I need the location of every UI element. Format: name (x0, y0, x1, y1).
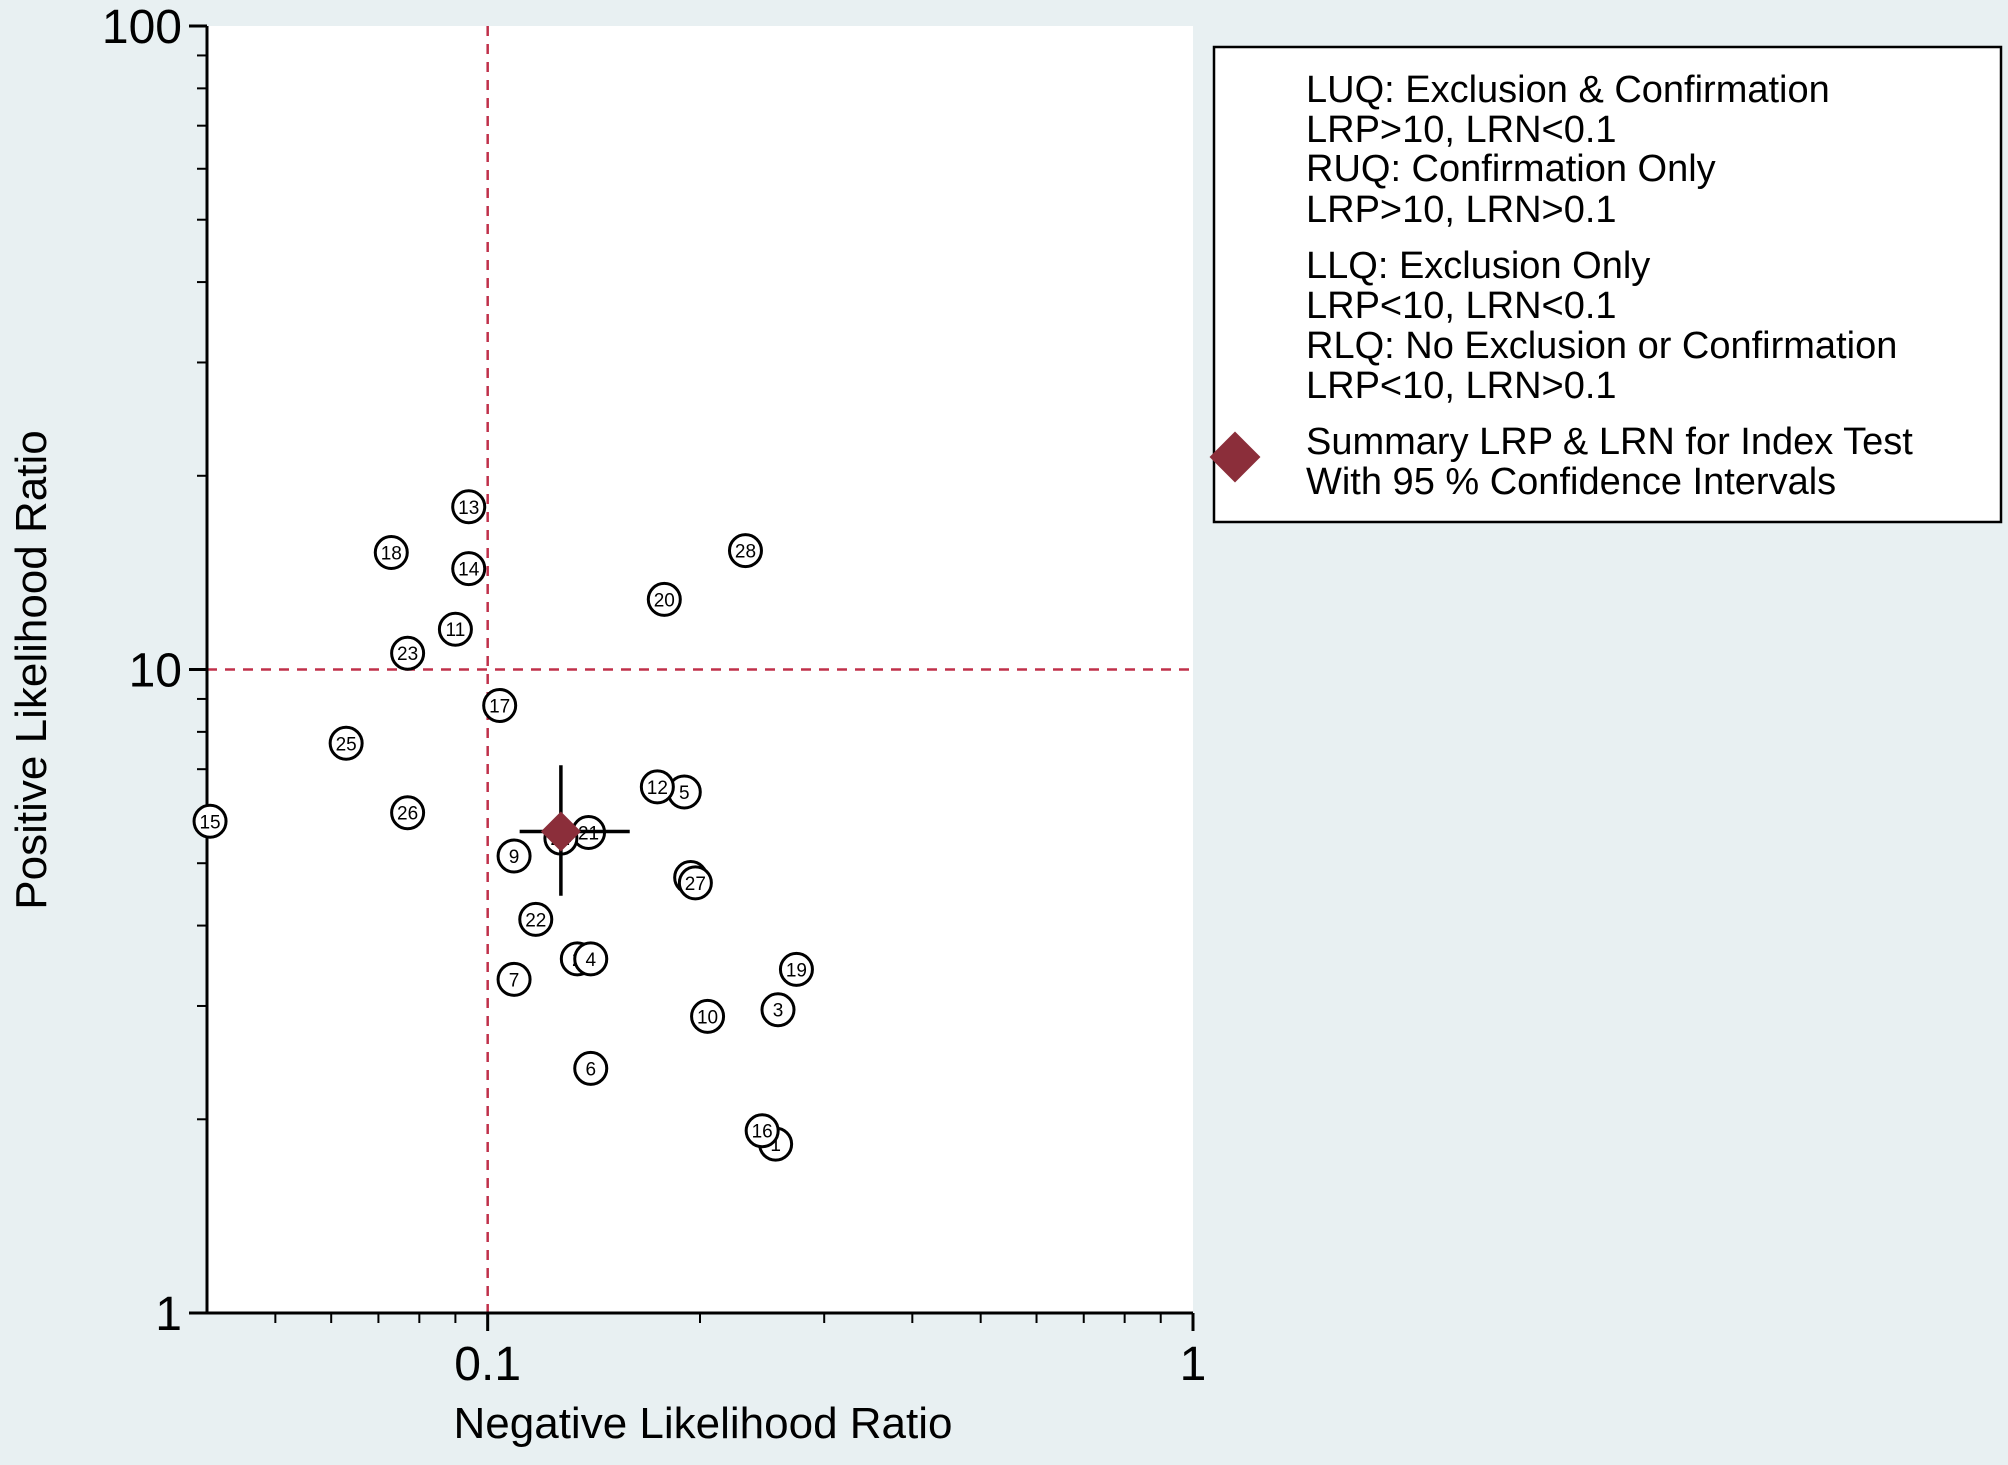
study-point-marker (760, 992, 796, 1028)
study-point: 7 (496, 961, 532, 997)
study-point: 6 (573, 1050, 609, 1086)
study-point-marker (778, 951, 814, 987)
study-point-marker (192, 803, 228, 839)
legend-summary-line: With 95 % Confidence Intervals (1306, 461, 1836, 503)
study-point-label: 16 (752, 1122, 773, 1143)
study-point: 10 (690, 998, 726, 1034)
study-point-marker (573, 941, 609, 977)
study-point-label: 7 (509, 970, 520, 991)
study-point-label: 19 (786, 960, 807, 981)
study-point-label: 9 (509, 847, 520, 868)
study-point-label: 20 (654, 590, 675, 611)
study-point-label: 10 (697, 1007, 718, 1028)
study-point-label: 3 (773, 1001, 784, 1022)
y-tick-label: 100 (102, 1, 182, 54)
study-point: 27 (677, 865, 713, 901)
y-axis-title: Positive Likelihood Ratio (7, 430, 56, 909)
study-point-label: 25 (336, 734, 357, 755)
study-point-marker (727, 533, 763, 569)
study-point-label: 27 (685, 874, 706, 895)
study-point-marker (496, 961, 532, 997)
study-point: 22 (518, 901, 554, 937)
study-point-marker (744, 1113, 780, 1149)
study-point: 4 (573, 941, 609, 977)
legend-line: RUQ: Confirmation Only (1306, 148, 1716, 190)
study-point-marker (496, 838, 532, 874)
study-point-marker (677, 865, 713, 901)
legend-line: LRP<10, LRN>0.1 (1306, 365, 1617, 407)
x-axis-title: Negative Likelihood Ratio (454, 1399, 953, 1448)
study-point-label: 21 (578, 824, 599, 845)
study-point: 3 (760, 992, 796, 1028)
study-point-label: 22 (525, 910, 546, 931)
legend-line: LRP>10, LRN>0.1 (1306, 189, 1617, 231)
study-point-marker (482, 688, 518, 724)
legend-summary-line: Summary LRP & LRN for Index Test (1306, 421, 1913, 463)
study-point-marker (328, 725, 364, 761)
legend-line: LRP>10, LRN<0.1 (1306, 109, 1617, 151)
study-point-label: 28 (735, 542, 756, 563)
study-point: 25 (328, 725, 364, 761)
legend-box (1212, 45, 2003, 524)
study-point-label: 6 (585, 1059, 596, 1080)
study-point-marker (390, 795, 426, 831)
legend: LUQ: Exclusion & Confirmation LRP>10, LR… (1209, 45, 2003, 524)
study-point: 11 (437, 611, 473, 647)
study-point: 18 (373, 534, 409, 570)
study-point: 12 (639, 769, 675, 805)
study-point: 14 (451, 551, 487, 587)
study-point-marker (646, 581, 682, 617)
study-point-label: 17 (489, 697, 510, 718)
summary-diamond (540, 811, 581, 852)
y-tick-label: 1 (155, 1288, 182, 1341)
study-point: 19 (778, 951, 814, 987)
study-point-label: 5 (679, 783, 690, 804)
study-point-label: 11 (446, 620, 466, 641)
study-point-marker (451, 551, 487, 587)
study-point-marker (390, 635, 426, 671)
study-point-label: 13 (458, 498, 479, 519)
x-tick-label: 1 (1180, 1338, 1207, 1391)
study-point: 16 (744, 1113, 780, 1149)
study-point: 20 (646, 581, 682, 617)
study-point-marker (437, 611, 473, 647)
legend-line: LRP<10, LRN<0.1 (1306, 285, 1617, 327)
study-point-label: 14 (458, 560, 480, 581)
study-point-marker (451, 489, 487, 525)
study-point-label: 4 (585, 950, 596, 971)
study-point-marker (373, 534, 409, 570)
legend-summary-diamond (1209, 431, 1261, 483)
study-point: 28 (727, 533, 763, 569)
legend-line: LUQ: Exclusion & Confirmation (1306, 69, 1830, 111)
study-point-marker (573, 1050, 609, 1086)
study-point: 23 (390, 635, 426, 671)
legend-line: RLQ: No Exclusion or Confirmation (1306, 325, 1897, 367)
study-point-marker (639, 769, 675, 805)
study-point-label: 15 (199, 812, 220, 833)
study-point: 9 (496, 838, 532, 874)
study-point-label: 26 (397, 804, 418, 825)
x-tick-label: 0.1 (454, 1338, 521, 1391)
study-point: 17 (482, 688, 518, 724)
study-point-label: 18 (381, 543, 402, 564)
study-point: 15 (192, 803, 228, 839)
study-point-label: 23 (397, 644, 418, 665)
study-point-label: 12 (647, 778, 668, 799)
study-point-label: 1 (770, 1135, 781, 1156)
study-point: 13 (451, 489, 487, 525)
study-point-marker (518, 901, 554, 937)
y-tick-label: 10 (129, 645, 182, 698)
study-point-marker (690, 998, 726, 1034)
study-point: 26 (390, 795, 426, 831)
legend-line: LLQ: Exclusion Only (1306, 245, 1650, 287)
